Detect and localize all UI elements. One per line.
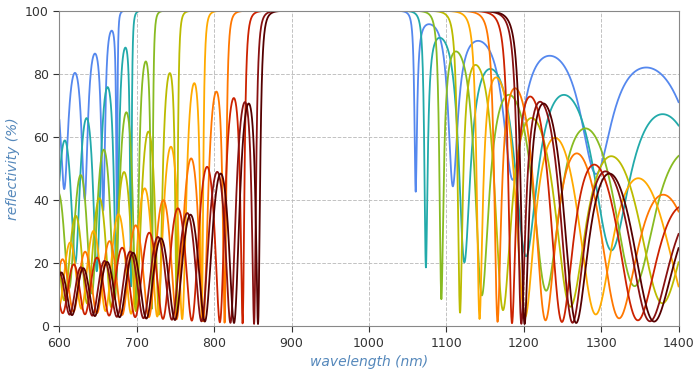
Y-axis label: reflectivity (%): reflectivity (%) [6, 117, 20, 220]
X-axis label: wavelength (nm): wavelength (nm) [310, 356, 428, 369]
